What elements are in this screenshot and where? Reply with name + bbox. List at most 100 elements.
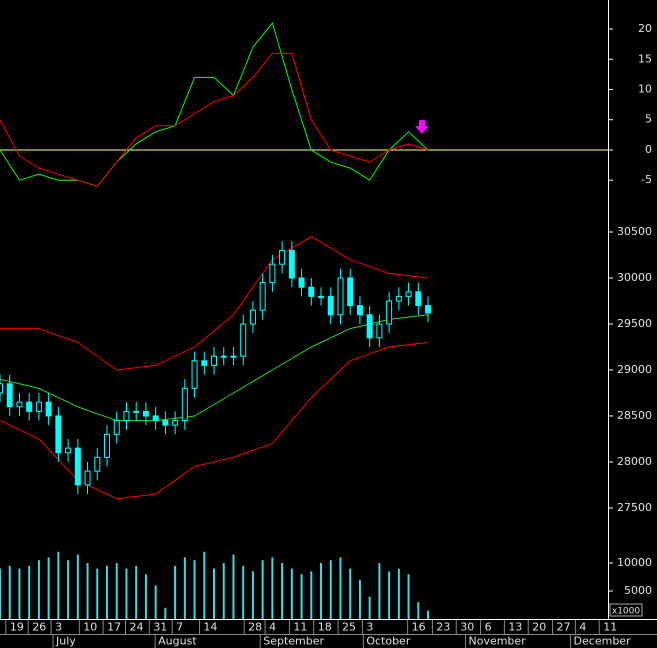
month-label: September: [263, 635, 324, 648]
candle-body: [55, 415, 62, 454]
candle-body: [415, 291, 422, 307]
volume-bar: [320, 562, 323, 619]
candle-body: [356, 305, 363, 316]
y-tick-label: 10: [638, 82, 652, 95]
volume-bar: [18, 568, 21, 619]
y-tick-label: 10000: [617, 556, 652, 569]
candle-body: [142, 410, 149, 417]
x-tick-label: 7: [176, 621, 183, 634]
volume-bar: [96, 568, 99, 619]
y-tick-label: 29500: [617, 317, 652, 330]
candle-body: [35, 401, 42, 412]
candle-body: [376, 323, 383, 339]
y-tick-label: 30000: [617, 271, 652, 284]
x-tick-label: 30: [460, 621, 474, 634]
volume-bar: [397, 568, 400, 619]
volume-bar: [37, 560, 40, 619]
candle-body: [45, 401, 52, 417]
volume-bar: [281, 562, 284, 619]
candle-body: [84, 470, 91, 486]
candle-body: [201, 360, 208, 366]
x-tick-label: 27: [557, 621, 571, 634]
x-tick-label: 3: [55, 621, 62, 634]
x-tick-label: 4: [269, 621, 276, 634]
volume-bar: [106, 565, 109, 619]
volume-bar: [329, 560, 332, 619]
volume-bar: [86, 562, 89, 619]
indicator-line: [0, 21, 429, 187]
volume-bar: [417, 602, 420, 619]
y-tick-label: 29000: [617, 363, 652, 376]
volume-bar: [115, 562, 118, 619]
x-tick-label: 14: [203, 621, 217, 634]
candle-body: [211, 355, 218, 366]
candle-body: [181, 387, 188, 422]
y-tick-label: -5: [641, 173, 652, 186]
y-tick-label: 28000: [617, 455, 652, 468]
candle-body: [0, 383, 3, 394]
volume-bar: [183, 557, 186, 619]
candle-body: [386, 300, 393, 325]
volume-bar: [407, 574, 410, 619]
candle-body: [172, 420, 179, 426]
month-label: October: [366, 635, 410, 648]
volume-bar: [67, 560, 70, 619]
band-line: [0, 341, 429, 500]
candle-body: [240, 323, 247, 357]
candle-body: [288, 249, 295, 279]
y-tick-label: 30500: [617, 225, 652, 238]
candle-body: [269, 263, 276, 284]
y-tick-label: 28500: [617, 409, 652, 422]
candle-body: [249, 309, 256, 325]
volume-bar: [271, 557, 274, 619]
volume-bar: [427, 610, 430, 619]
band-line: [0, 314, 429, 422]
month-label: December: [574, 635, 632, 648]
candle-body: [308, 286, 315, 297]
volume-bar: [213, 568, 216, 619]
x-tick-label: 4: [579, 621, 586, 634]
volume-bar: [378, 562, 381, 619]
volume-bar: [47, 557, 50, 619]
x-tick-label: 20: [532, 621, 546, 634]
candle-body: [152, 415, 159, 422]
candle-body: [191, 360, 198, 389]
volume-bar: [57, 551, 60, 619]
x-tick-label: 11: [603, 621, 617, 634]
x-tick-label: 16: [412, 621, 426, 634]
volume-bar: [125, 568, 128, 619]
volume-bar: [310, 571, 313, 619]
candle-body: [425, 305, 432, 314]
candle-body: [162, 420, 169, 426]
candle-body: [113, 420, 120, 435]
volume-bar: [251, 571, 254, 619]
candle-body: [123, 410, 130, 422]
volume-bar: [8, 565, 11, 619]
x-tick-label: 11: [293, 621, 307, 634]
candle-body: [366, 314, 373, 339]
candle-body: [6, 383, 13, 408]
candle-body: [259, 282, 266, 311]
candle-body: [74, 447, 81, 486]
volume-bar: [144, 574, 147, 619]
volume-bar: [232, 554, 235, 619]
x-tick-label: 24: [129, 621, 143, 634]
x-tick-label: 25: [342, 621, 356, 634]
candle-body: [327, 295, 334, 316]
candle-body: [16, 401, 23, 408]
band-line: [0, 236, 429, 371]
volume-bar: [358, 579, 361, 619]
x-tick-label: 17: [107, 621, 121, 634]
volume-bar: [290, 568, 293, 619]
candle-body: [279, 249, 286, 265]
x-tick-label: 26: [32, 621, 46, 634]
volume-bar: [193, 560, 196, 619]
x-tick-label: 28: [248, 621, 262, 634]
candle-body: [318, 295, 325, 298]
y-tick-label: 15: [638, 52, 652, 65]
unit-label: x1000: [612, 607, 641, 617]
signal-arrow: [415, 120, 429, 134]
x-tick-label: 18: [318, 621, 332, 634]
